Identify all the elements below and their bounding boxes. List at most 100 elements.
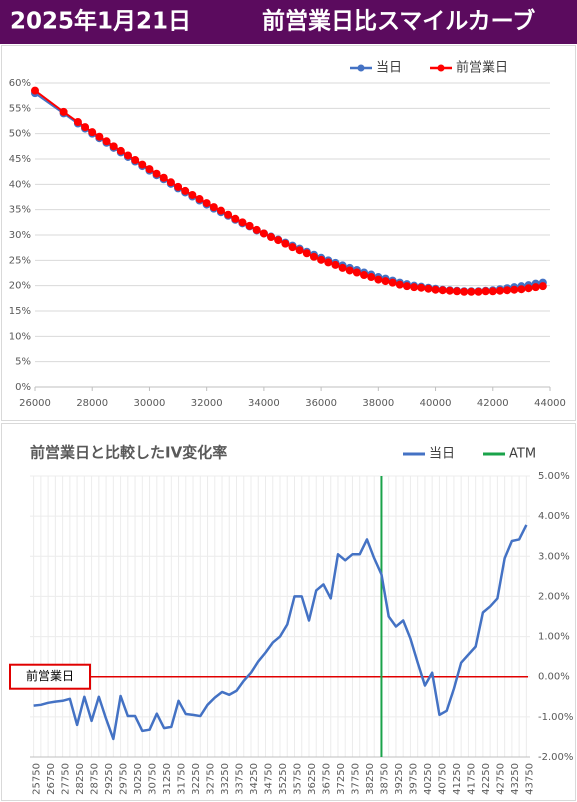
marker (166, 178, 175, 187)
legend-label: 当日 (376, 61, 402, 76)
marker (202, 199, 211, 208)
y2-tick-label: -2.00% (538, 752, 573, 763)
reference-label: 前営業日 (26, 668, 74, 683)
marker (517, 285, 526, 294)
x-tick-label: 28750 (90, 763, 101, 795)
marker (531, 283, 540, 292)
marker (224, 210, 233, 219)
x-tick-label: 29750 (119, 763, 130, 795)
marker (181, 186, 190, 195)
x-tick-label: 43250 (510, 763, 521, 795)
marker (503, 286, 512, 295)
marker (252, 225, 261, 234)
x-tick-label: 28000 (76, 398, 108, 409)
marker (453, 287, 462, 296)
marker (59, 107, 68, 116)
marker (352, 268, 361, 277)
x-tick-label: 36250 (307, 763, 318, 795)
y-tick-label: 30% (9, 230, 31, 241)
legend-marker (357, 64, 365, 72)
y2-tick-label: -1.00% (538, 712, 573, 723)
marker (417, 283, 426, 292)
y-tick-label: 50% (9, 129, 31, 140)
marker (438, 286, 447, 295)
marker (159, 173, 168, 182)
marker (481, 287, 490, 296)
x-tick-label: 41750 (466, 763, 477, 795)
x-tick-label: 40250 (423, 763, 434, 795)
x-tick-label: 27750 (61, 763, 72, 795)
marker (467, 287, 476, 296)
header-title: 前営業日比スマイルカーブ (262, 8, 535, 35)
marker (424, 284, 433, 293)
marker (374, 275, 383, 284)
marker (281, 239, 290, 248)
legend-label: 前営業日 (456, 60, 508, 76)
marker (345, 266, 354, 275)
panel-frame (1, 45, 576, 421)
x-tick-label: 42750 (495, 763, 506, 795)
x-tick-label: 35750 (292, 763, 303, 795)
marker (431, 285, 440, 294)
x-tick-label: 37250 (336, 763, 347, 795)
x-tick-label: 36000 (305, 398, 337, 409)
x-tick-label: 36750 (321, 763, 332, 795)
y-tick-label: 20% (9, 281, 31, 292)
marker (274, 236, 283, 245)
marker (410, 283, 419, 292)
marker (95, 132, 104, 141)
marker (188, 190, 197, 199)
marker (488, 287, 497, 296)
x-tick-label: 44000 (534, 398, 566, 409)
marker (295, 246, 304, 255)
x-tick-label: 26750 (46, 763, 57, 795)
header-band (0, 0, 577, 44)
y-tick-label: 35% (9, 205, 31, 216)
x-tick-label: 30000 (134, 398, 166, 409)
marker (81, 123, 90, 132)
y2-tick-label: 0.00% (538, 672, 570, 683)
series-line (33, 524, 528, 741)
marker (267, 233, 276, 242)
marker (138, 160, 147, 169)
marker (367, 273, 376, 282)
y2-tick-label: 4.00% (538, 511, 570, 522)
marker (123, 151, 132, 160)
x-tick-label: 41250 (452, 763, 463, 795)
x-tick-label: 35250 (278, 763, 289, 795)
x-tick-label: 29250 (104, 763, 115, 795)
chart-title: 前営業日と比較したIV変化率 (30, 444, 227, 462)
y-tick-label: 45% (9, 154, 31, 165)
marker (388, 278, 397, 287)
marker (309, 252, 318, 261)
marker (445, 286, 454, 295)
marker (524, 284, 533, 293)
marker (231, 214, 240, 223)
x-tick-label: 33750 (235, 763, 246, 795)
marker (338, 263, 347, 272)
x-tick-label: 38250 (365, 763, 376, 795)
reference-label-box (9, 663, 91, 690)
x-tick-label: 30750 (148, 763, 159, 795)
y-tick-label: 55% (9, 103, 31, 114)
marker (331, 260, 340, 269)
marker (31, 86, 39, 95)
x-tick-label: 32750 (206, 763, 217, 795)
marker (152, 169, 161, 178)
panel-frame (1, 423, 576, 801)
marker (474, 287, 483, 296)
marker (245, 221, 254, 230)
y-tick-label: 60% (9, 78, 31, 89)
marker (216, 206, 225, 215)
y2-tick-label: 3.00% (538, 551, 570, 562)
x-tick-label: 39250 (394, 763, 405, 795)
y-tick-label: 5% (15, 357, 31, 368)
x-tick-label: 31750 (177, 763, 188, 795)
x-tick-label: 26000 (19, 398, 51, 409)
x-tick-label: 34000 (248, 398, 280, 409)
marker (259, 229, 268, 238)
marker (360, 271, 369, 280)
marker (288, 243, 297, 252)
x-tick-label: 40000 (420, 398, 452, 409)
